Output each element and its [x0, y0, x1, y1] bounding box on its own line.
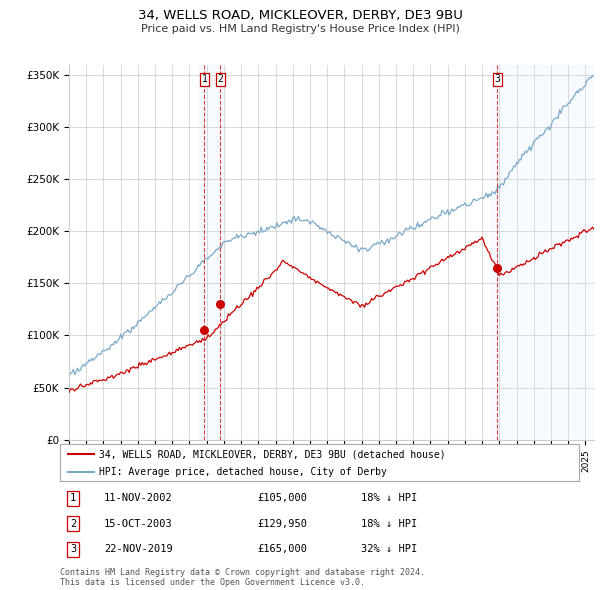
Text: 1: 1 [202, 74, 208, 84]
Text: 18% ↓ HPI: 18% ↓ HPI [361, 493, 417, 503]
Text: 15-OCT-2003: 15-OCT-2003 [104, 519, 173, 529]
Text: 34, WELLS ROAD, MICKLEOVER, DERBY, DE3 9BU: 34, WELLS ROAD, MICKLEOVER, DERBY, DE3 9… [137, 9, 463, 22]
Text: 22-NOV-2019: 22-NOV-2019 [104, 544, 173, 554]
Text: £129,950: £129,950 [257, 519, 307, 529]
Text: 34, WELLS ROAD, MICKLEOVER, DERBY, DE3 9BU (detached house): 34, WELLS ROAD, MICKLEOVER, DERBY, DE3 9… [99, 449, 446, 459]
Text: 2: 2 [217, 74, 223, 84]
Text: 3: 3 [494, 74, 500, 84]
Bar [198, 65, 226, 440]
Text: £165,000: £165,000 [257, 544, 307, 554]
Text: 18% ↓ HPI: 18% ↓ HPI [361, 519, 417, 529]
Text: 32% ↓ HPI: 32% ↓ HPI [361, 544, 417, 554]
Bar [491, 65, 594, 440]
Text: £105,000: £105,000 [257, 493, 307, 503]
Text: 3: 3 [70, 544, 76, 554]
Text: 2: 2 [70, 519, 76, 529]
Text: Price paid vs. HM Land Registry's House Price Index (HPI): Price paid vs. HM Land Registry's House … [140, 24, 460, 34]
Text: HPI: Average price, detached house, City of Derby: HPI: Average price, detached house, City… [99, 467, 387, 477]
Text: Contains HM Land Registry data © Crown copyright and database right 2024.
This d: Contains HM Land Registry data © Crown c… [60, 568, 425, 587]
Text: 1: 1 [70, 493, 76, 503]
Text: 11-NOV-2002: 11-NOV-2002 [104, 493, 173, 503]
